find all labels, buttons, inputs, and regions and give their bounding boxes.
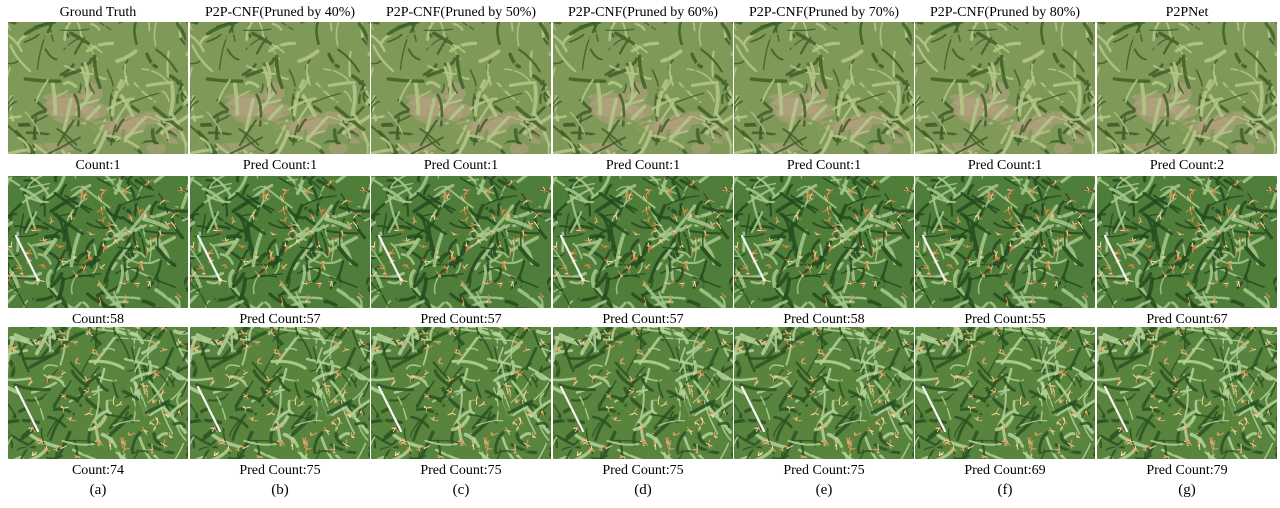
field-photo: [1097, 327, 1277, 459]
photo-tile: [8, 327, 188, 459]
column-title: Ground Truth: [59, 5, 137, 20]
count-caption: Pred Count:1: [967, 158, 1043, 173]
photo-tile: [371, 176, 551, 308]
marker-pole: [196, 385, 222, 433]
photo-tile: [8, 176, 188, 308]
marker-pole: [559, 234, 585, 282]
photo-tile: [734, 327, 914, 459]
field-photo: [553, 327, 733, 459]
method-column: P2P-CNF(Pruned by 40%) Pred Count:1 Pred C…: [190, 0, 370, 508]
photo-tile: [915, 176, 1095, 308]
marker-pole: [740, 234, 766, 282]
count-caption: Pred Count:1: [242, 158, 318, 173]
field-photo: [915, 327, 1095, 459]
field-photo: [734, 22, 914, 154]
count-caption: Pred Count:69: [964, 463, 1046, 478]
field-photo: [371, 176, 551, 308]
marker-pole: [14, 385, 40, 433]
photo-tile: [915, 327, 1095, 459]
marker-pole: [921, 385, 947, 433]
method-column: P2PNet Pred Count:2 Pred Count:67 Pred Coun…: [1097, 0, 1277, 508]
photo-tile: [553, 176, 733, 308]
count-caption: Pred Count:1: [605, 158, 681, 173]
field-photo: [371, 22, 551, 154]
count-caption: Pred Count:1: [423, 158, 499, 173]
photo-tile: [190, 22, 370, 154]
photo-tile: [553, 22, 733, 154]
field-photo: [915, 176, 1095, 308]
count-caption: Count:74: [71, 463, 125, 478]
count-caption: Pred Count:57: [239, 312, 321, 327]
field-photo: [1097, 22, 1277, 154]
marker-pole: [921, 234, 947, 282]
field-photo: [553, 22, 733, 154]
marker-pole: [377, 385, 403, 433]
photo-tile: [734, 176, 914, 308]
column-title: P2P-CNF(Pruned by 50%): [385, 5, 537, 20]
subfigure-label: (e): [815, 482, 833, 498]
subfigure-label: (a): [89, 482, 107, 498]
field-photo: [8, 176, 188, 308]
field-photo: [8, 327, 188, 459]
count-caption: Count:1: [75, 158, 121, 173]
column-title: P2P-CNF(Pruned by 60%): [567, 5, 719, 20]
count-caption: Pred Count:57: [602, 312, 684, 327]
subfigure-label: (g): [1178, 482, 1196, 498]
column-title: P2P-CNF(Pruned by 40%): [204, 5, 356, 20]
photo-tile: [734, 22, 914, 154]
marker-pole: [740, 385, 766, 433]
count-caption: Pred Count:75: [783, 463, 865, 478]
count-caption: Pred Count:2: [1149, 158, 1225, 173]
marker-pole: [559, 385, 585, 433]
count-caption: Pred Count:57: [420, 312, 502, 327]
count-caption: Pred Count:1: [786, 158, 862, 173]
subfigure-label: (d): [634, 482, 652, 498]
method-column: P2P-CNF(Pruned by 80%) Pred Count:1 Pred C…: [915, 0, 1095, 508]
photo-tile: [915, 22, 1095, 154]
marker-pole: [377, 234, 403, 282]
photo-tile: [553, 327, 733, 459]
column-title: P2PNet: [1165, 5, 1209, 20]
field-photo: [915, 22, 1095, 154]
subfigure-label: (f): [997, 482, 1013, 498]
count-caption: Pred Count:75: [420, 463, 502, 478]
method-column: P2P-CNF(Pruned by 70%) Pred Count:1 Pred C…: [734, 0, 914, 508]
column-title: P2P-CNF(Pruned by 70%): [748, 5, 900, 20]
method-column: P2P-CNF(Pruned by 50%) Pred Count:1 Pred C…: [371, 0, 551, 508]
field-photo: [1097, 176, 1277, 308]
method-column: P2P-CNF(Pruned by 60%) Pred Count:1 Pred C…: [553, 0, 733, 508]
photo-tile: [1097, 327, 1277, 459]
field-photo: [190, 176, 370, 308]
field-photo: [734, 176, 914, 308]
column-title: P2P-CNF(Pruned by 80%): [929, 5, 1081, 20]
method-column: Ground Truth Count:1 Count:58 Count:74 (a): [8, 0, 188, 508]
count-caption: Pred Count:79: [1146, 463, 1228, 478]
count-caption: Pred Count:75: [239, 463, 321, 478]
marker-pole: [1103, 385, 1129, 433]
field-photo: [190, 327, 370, 459]
count-caption: Pred Count:55: [964, 312, 1046, 327]
field-photo: [553, 176, 733, 308]
subfigure-label: (c): [452, 482, 470, 498]
photo-tile: [190, 327, 370, 459]
photo-tile: [8, 22, 188, 154]
photo-tile: [371, 22, 551, 154]
field-photo: [734, 327, 914, 459]
photo-tile: [371, 327, 551, 459]
count-caption: Pred Count:67: [1146, 312, 1228, 327]
subfigure-label: (b): [271, 482, 289, 498]
marker-pole: [196, 234, 222, 282]
count-caption: Pred Count:75: [602, 463, 684, 478]
photo-tile: [190, 176, 370, 308]
marker-pole: [14, 234, 40, 282]
field-photo: [8, 22, 188, 154]
count-caption: Pred Count:58: [783, 312, 865, 327]
field-photo: [371, 327, 551, 459]
count-caption: Count:58: [71, 312, 125, 327]
marker-pole: [1103, 234, 1129, 282]
photo-tile: [1097, 22, 1277, 154]
field-photo: [190, 22, 370, 154]
photo-tile: [1097, 176, 1277, 308]
